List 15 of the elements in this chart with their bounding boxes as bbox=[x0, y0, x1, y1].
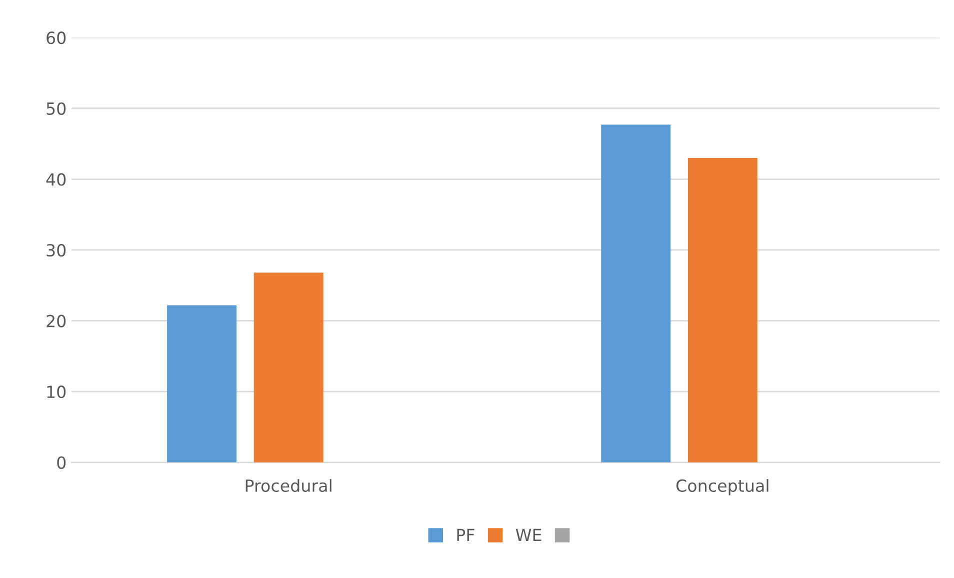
y-tick-label: 20 bbox=[46, 314, 66, 328]
y-tick-label: 50 bbox=[46, 102, 66, 115]
legend-label: WE bbox=[516, 528, 542, 542]
y-tick-label: 10 bbox=[47, 386, 66, 398]
y-tick-label: 0 bbox=[57, 456, 66, 469]
legend-label: PF bbox=[457, 528, 474, 542]
bar bbox=[167, 305, 236, 462]
bar bbox=[688, 158, 758, 462]
bar bbox=[254, 272, 324, 462]
y-tick-label: 60 bbox=[46, 32, 66, 44]
y-tick-label: 30 bbox=[46, 244, 66, 257]
bar bbox=[601, 124, 671, 462]
x-tick-label: Procedural bbox=[246, 479, 332, 492]
x-tick-label: Conceptual bbox=[676, 479, 768, 496]
y-tick-label: 40 bbox=[46, 173, 66, 186]
